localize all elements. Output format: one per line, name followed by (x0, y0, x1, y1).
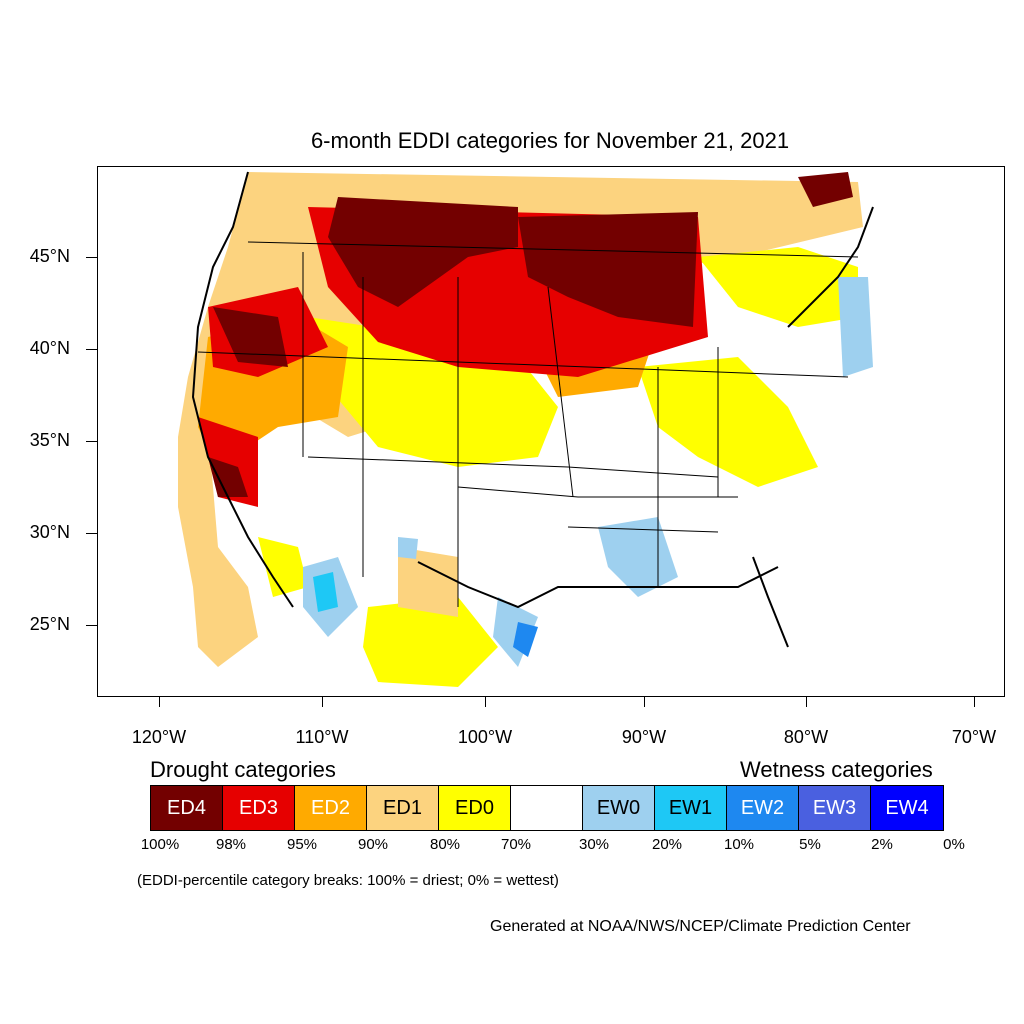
legend-box-ew2: EW2 (727, 786, 799, 830)
eddi-map (97, 166, 1005, 697)
legend-box-ed3: ED3 (223, 786, 295, 830)
lat-tick-25 (86, 625, 97, 626)
lat-tick-30 (86, 533, 97, 534)
credit-text: Generated at NOAA/NWS/NCEP/Climate Predi… (490, 918, 911, 935)
pct-label: 90% (357, 836, 389, 853)
lon-label-110: 110°W (295, 727, 349, 747)
lon-tick-70 (974, 697, 975, 707)
lon-label-80: 80°W (783, 727, 829, 747)
legend-box-ed0: ED0 (439, 786, 511, 830)
lon-tick-90 (644, 697, 645, 707)
legend-box-ed2: ED2 (295, 786, 367, 830)
legend-box-normal (511, 786, 583, 830)
lat-label-35: 35°N (29, 430, 70, 450)
lon-tick-100 (485, 697, 486, 707)
lat-label-25: 25°N (29, 614, 70, 634)
category-note: (EDDI-percentile category breaks: 100% =… (137, 872, 559, 889)
lon-label-90: 90°W (621, 727, 667, 747)
lon-tick-110 (322, 697, 323, 707)
lat-tick-35 (86, 441, 97, 442)
lat-tick-40 (86, 349, 97, 350)
map-canvas (178, 171, 874, 687)
pct-label: 10% (723, 836, 755, 853)
pct-label: 5% (799, 836, 821, 853)
map-title: 6-month EDDI categories for November 21,… (310, 128, 790, 153)
state-boundaries (197, 241, 859, 607)
pct-label: 70% (500, 836, 532, 853)
coastlines (191, 171, 874, 648)
lat-label-30: 30°N (29, 522, 70, 542)
lon-label-120: 120°W (131, 727, 187, 747)
lon-label-70: 70°W (951, 727, 997, 747)
pct-label: 80% (429, 836, 461, 853)
drought-regions (178, 172, 863, 687)
pct-label: 20% (651, 836, 683, 853)
legend-box-ew1: EW1 (655, 786, 727, 830)
lat-tick-45 (86, 257, 97, 258)
legend-bar: ED4 ED3 ED2 ED1 ED0 EW0 EW1 EW2 EW3 EW4 (150, 785, 944, 831)
legend-box-ew4: EW4 (871, 786, 943, 830)
pct-label: 100% (140, 836, 180, 853)
pct-label: 2% (871, 836, 893, 853)
lon-tick-80 (806, 697, 807, 707)
lon-label-100: 100°W (457, 727, 513, 747)
legend-box-ew3: EW3 (799, 786, 871, 830)
drought-heading: Drought categories (150, 757, 336, 782)
wetness-heading: Wetness categories (740, 757, 933, 782)
legend-box-ed4: ED4 (151, 786, 223, 830)
legend-box-ed1: ED1 (367, 786, 439, 830)
pct-label: 0% (943, 836, 965, 853)
pct-label: 95% (286, 836, 318, 853)
pct-label: 30% (578, 836, 610, 853)
lat-label-40: 40°N (29, 338, 70, 358)
pct-label: 98% (215, 836, 247, 853)
lon-tick-120 (159, 697, 160, 707)
lat-label-45: 45°N (29, 246, 70, 266)
legend-box-ew0: EW0 (583, 786, 655, 830)
